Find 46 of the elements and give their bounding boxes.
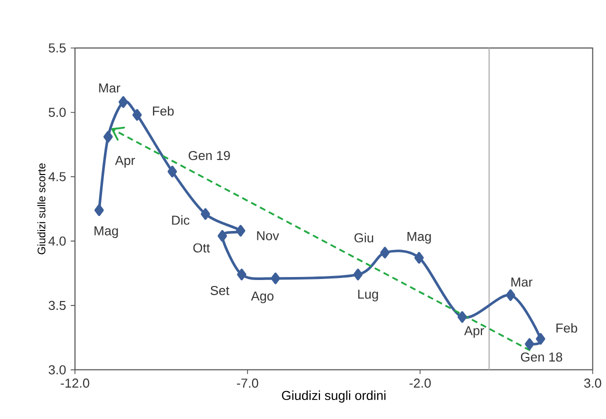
x-tick-label: -12.0 [60, 378, 90, 388]
y-tick-label: 4.5 [48, 172, 66, 182]
point [237, 268, 246, 280]
annotation: Nov [257, 231, 280, 240]
y-axis-title: Giudizi sulle scorte [37, 164, 46, 254]
x-tick-label: -2.0 [410, 378, 431, 388]
point [414, 252, 424, 264]
annotation: Apr [464, 326, 484, 338]
annotation: Set [210, 286, 230, 296]
y-tick-label: 5.5 [48, 44, 66, 53]
y-tick-label: 3.5 [48, 300, 66, 310]
point [506, 289, 516, 302]
annotation: Giu [354, 233, 374, 243]
y-tick-label: 4.0 [48, 236, 66, 246]
point [458, 311, 467, 323]
annotation: Feb [556, 323, 578, 333]
annotation: Mar [511, 278, 532, 287]
point [200, 208, 210, 220]
x-tick-label: -7.0 [236, 378, 258, 388]
point [168, 166, 177, 178]
point [270, 272, 280, 284]
annotation: Dic [172, 215, 190, 225]
annotation: Mag [408, 232, 431, 244]
point [94, 204, 104, 216]
x-axis-title: Giudizi sugli ordini [282, 390, 386, 403]
point [380, 246, 390, 259]
point [536, 333, 546, 345]
y-tick-label: 3.0 [48, 365, 66, 374]
annotation: Ott [193, 243, 210, 253]
point [353, 268, 363, 280]
annotation: Ago [251, 292, 274, 304]
annotation: Apr [115, 156, 135, 168]
point [218, 230, 228, 242]
x-tick-label: 3.0 [584, 378, 602, 388]
annotation: Gen 18 [520, 352, 562, 362]
annotation: Feb [152, 106, 174, 116]
point [236, 225, 246, 237]
point [132, 109, 142, 121]
annotation: Mar [99, 84, 120, 93]
annotation: Gen 19 [188, 151, 230, 160]
point [118, 96, 128, 108]
annotation: Mag [94, 226, 118, 238]
point [103, 131, 113, 143]
y-tick-label: 5.0 [48, 108, 66, 118]
annotation: Lug [358, 290, 378, 302]
point [524, 338, 534, 350]
